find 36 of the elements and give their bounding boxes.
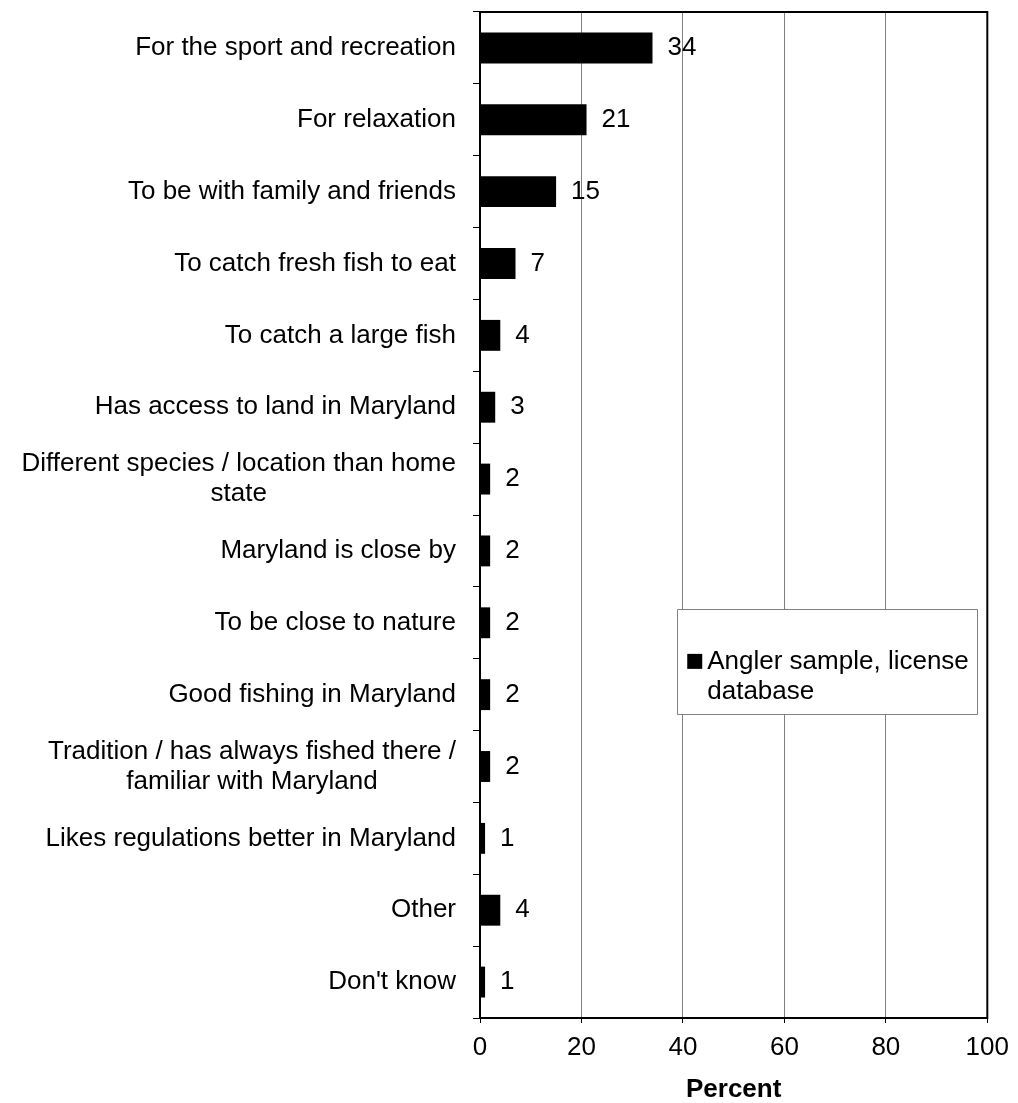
data-label: 7 bbox=[530, 246, 545, 277]
data-label: 1 bbox=[500, 965, 515, 996]
y-tick-label: Other bbox=[390, 893, 457, 924]
y-tick-label: Likes regulations better in Maryland bbox=[45, 821, 456, 852]
legend-label: Angler sample, license database bbox=[707, 644, 969, 705]
y-tick-label: Good fishing in Maryland bbox=[168, 677, 456, 708]
y-tick-label: Different species / location than home state bbox=[21, 447, 457, 508]
data-label: 1 bbox=[500, 821, 515, 852]
x-tick-label: 100 bbox=[965, 1030, 1010, 1061]
y-tick-label: For relaxation bbox=[297, 102, 456, 133]
data-label: 21 bbox=[601, 102, 631, 133]
y-tick-label: For the sport and recreation bbox=[135, 31, 456, 62]
x-tick-label: 60 bbox=[769, 1030, 799, 1061]
data-label: 2 bbox=[505, 534, 520, 565]
data-label: 4 bbox=[515, 893, 530, 924]
y-tick-label: To be with family and friends bbox=[127, 174, 456, 205]
y-tick-label: To catch fresh fish to eat bbox=[174, 246, 457, 277]
x-tick-label: 40 bbox=[668, 1030, 698, 1061]
y-tick-label: To catch a large fish bbox=[224, 318, 456, 349]
data-label: 2 bbox=[505, 462, 520, 493]
data-label: 4 bbox=[515, 318, 530, 349]
data-label: 15 bbox=[571, 174, 601, 205]
y-tick-label: Don't know bbox=[328, 965, 457, 996]
y-tick-label: Maryland is close by bbox=[220, 534, 456, 565]
x-tick-label: 80 bbox=[871, 1030, 901, 1061]
x-axis-title: Percent bbox=[685, 1073, 782, 1103]
x-tick-label: 20 bbox=[567, 1030, 596, 1061]
y-tick-label: To be close to nature bbox=[214, 605, 456, 636]
data-label: 2 bbox=[505, 605, 520, 636]
data-label: 34 bbox=[667, 31, 697, 62]
data-label: 2 bbox=[505, 677, 520, 708]
x-tick-label: 0 bbox=[472, 1030, 488, 1061]
y-tick-label: Has access to land in Maryland bbox=[94, 390, 456, 421]
data-label: 2 bbox=[505, 749, 520, 780]
data-label: 3 bbox=[510, 390, 525, 421]
y-tick-label: Tradition / has always fished there / familiar with Maryland bbox=[47, 734, 457, 795]
